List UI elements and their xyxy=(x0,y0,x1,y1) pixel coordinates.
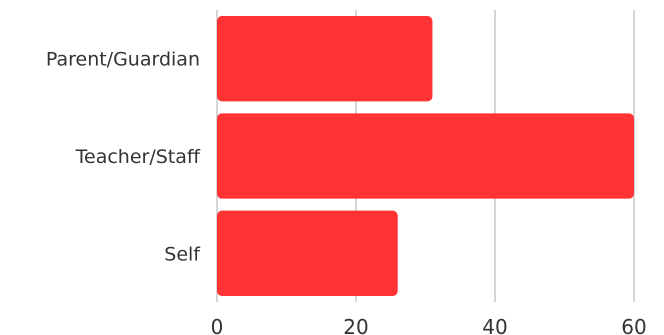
x-tick-labels: 0 20 40 60 xyxy=(211,315,647,335)
category-label: Self xyxy=(164,243,201,265)
category-label: Teacher/Staff xyxy=(75,146,201,168)
bar-parent-guardian xyxy=(217,16,433,102)
x-tick-label: 60 xyxy=(621,315,646,335)
category-labels: Parent/Guardian Teacher/Staff Self xyxy=(46,49,201,266)
bar-self xyxy=(217,210,398,296)
x-tick-label: 0 xyxy=(211,315,224,335)
bars-layer xyxy=(217,16,634,296)
x-tick-label: 40 xyxy=(482,315,507,335)
x-tick-label: 20 xyxy=(343,315,368,335)
category-label: Parent/Guardian xyxy=(46,49,200,71)
bar-teacher-staff xyxy=(217,113,634,199)
